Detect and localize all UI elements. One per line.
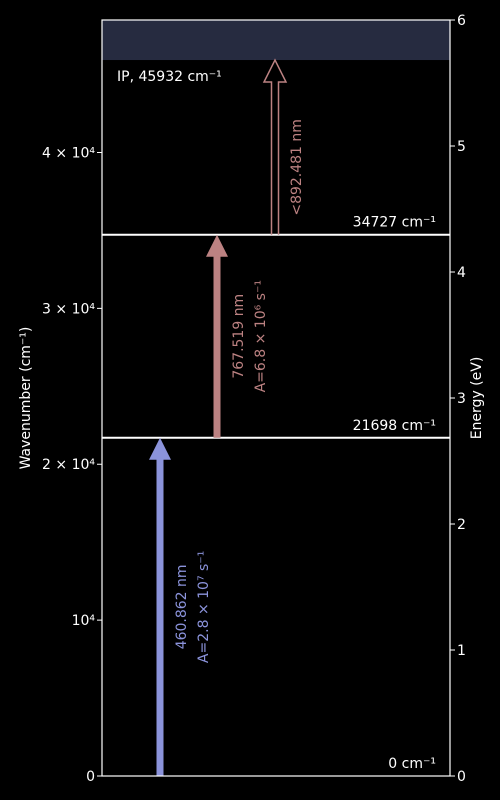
right-axis: 0 1 2 3 4 5 6 [450,13,466,785]
right-axis-tick-label: 0 [457,769,466,785]
left-axis-tick-label: 2 × 10⁴ [42,457,95,473]
left-axis-label: Wavenumber (cm⁻¹) [18,327,34,470]
ionization-label: IP, 45932 cm⁻¹ [117,69,222,85]
right-axis-tick-label: 2 [457,517,466,533]
left-axis: 0 10⁴ 2 × 10⁴ 3 × 10⁴ 4 × 10⁴ [42,145,102,785]
right-axis-tick-label: 5 [457,139,466,155]
energy-level-label: 21698 cm⁻¹ [353,418,436,434]
transition-arrow [206,234,228,438]
transition-arrow-outline [262,58,288,235]
right-axis-tick-label: 4 [457,265,466,281]
right-axis-tick-label: 3 [457,391,466,407]
ionization-band [102,20,450,61]
energy-level-label: 0 cm⁻¹ [388,756,436,772]
transition-wavelength-label: 767.519 nm [231,294,247,379]
left-axis-tick-label: 0 [86,769,95,785]
left-axis-tick-label: 3 × 10⁴ [42,301,95,317]
transition-wavelength-label: 460.862 nm [174,564,190,649]
left-axis-tick-label: 4 × 10⁴ [42,145,95,161]
right-axis-tick-label: 1 [457,643,466,659]
right-axis-label: Energy (eV) [469,357,485,440]
right-axis-tick-label: 6 [457,13,466,29]
energy-level-label: 34727 cm⁻¹ [353,215,436,231]
transition-wavelength-label: <892.481 nm [289,119,305,216]
transition-arrow [149,437,171,776]
transition-rate-label: A=6.8 × 10⁶ s⁻¹ [253,280,269,392]
left-axis-tick-label: 10⁴ [72,613,96,629]
transition-rate-label: A=2.8 × 10⁷ s⁻¹ [196,551,212,663]
